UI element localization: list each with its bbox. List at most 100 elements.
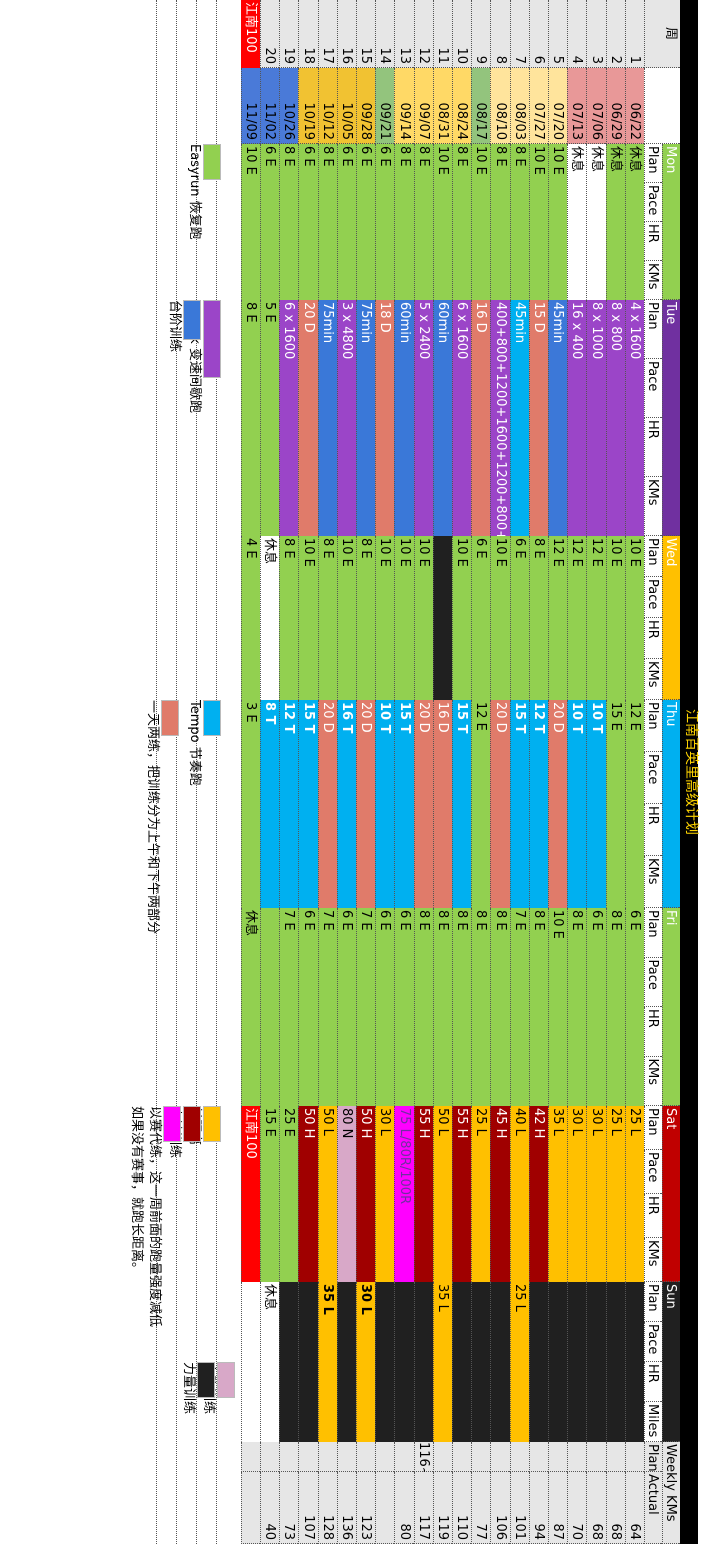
weekly-plan-value: [317, 1442, 337, 1472]
workout-mon: 休息: [605, 144, 625, 300]
week-date: 07/06: [586, 68, 606, 144]
week-date: 10/19: [298, 68, 318, 144]
subheader-sat-kms: KMs: [644, 1238, 662, 1282]
weekly-plan-value: 116~140: [413, 1442, 433, 1503]
subheader-thu-hr: HR: [644, 804, 662, 856]
weekly-actual-value: 119: [432, 1472, 452, 1544]
week-date: 09/14: [394, 68, 414, 144]
weekly-plan-value: [567, 1442, 587, 1472]
day-header-sat: Sat: [662, 1106, 680, 1282]
weekly-actual-value: 136: [336, 1472, 356, 1544]
workout-mon: 8 E: [413, 144, 433, 300]
workout-wed: 10 E: [605, 536, 625, 700]
workout-tue: 4 x 1600: [624, 300, 644, 536]
workout-fri: 7 E: [317, 908, 337, 1106]
subheader-tue-kms: KMs: [644, 477, 662, 536]
workout-thu: 8 T: [260, 700, 280, 908]
day-header-thu: Thu: [662, 700, 680, 908]
weekly-actual-value: 77: [471, 1472, 491, 1544]
week-date: 06/22: [624, 68, 644, 144]
week-number: 7: [509, 0, 529, 68]
legend-label: 如果没有赛事，就跑长距离。: [128, 1106, 144, 1276]
weekly-plan-value: [509, 1442, 529, 1472]
workout-sat: 25 L: [471, 1106, 491, 1282]
grid-line: [175, 0, 177, 1544]
week-number: 1: [624, 0, 644, 68]
workout-sat: 40 L: [509, 1106, 529, 1282]
subheader-sat-pace: Pace: [644, 1150, 662, 1194]
weekly-plan-value: [298, 1442, 318, 1472]
workout-mon: 10 E: [528, 144, 548, 300]
workout-sun: [605, 1282, 625, 1442]
weekly-plan-value: [490, 1442, 510, 1472]
subheader-sun-miles: Miles: [644, 1402, 662, 1442]
day-header-wed: Wed: [662, 536, 680, 700]
legend-label: 一天两练，把训练分为上午和下午两部分: [144, 700, 160, 935]
workout-sat: 30 L: [567, 1106, 587, 1282]
workout-sun: [394, 1282, 414, 1442]
weekly-plan-value: [336, 1442, 356, 1472]
workout-sat: 50 L: [317, 1106, 337, 1282]
workout-sat: 江南100: [240, 1106, 260, 1282]
workout-sat: 75 L/80R/100R: [394, 1106, 414, 1282]
week-date: 06/29: [605, 68, 625, 144]
workout-tue: 8 x 800: [605, 300, 625, 536]
workout-wed: 休息: [260, 536, 280, 700]
weekly-actual-value: [240, 1472, 260, 1544]
workout-tue: 16 x 400: [567, 300, 587, 536]
workout-thu: 12 E: [471, 700, 491, 908]
workout-sat: 35 L: [548, 1106, 568, 1282]
workout-wed: 8 E: [356, 536, 376, 700]
workout-sun: 35 L: [317, 1282, 337, 1442]
week-number: 3: [586, 0, 606, 68]
weekly-actual-value: 70: [567, 1472, 587, 1544]
workout-thu: 15 T: [298, 700, 318, 908]
week-date: 11/09: [240, 68, 260, 144]
workout-fri: 7 E: [279, 908, 299, 1106]
workout-tue: 3 x 4800: [336, 300, 356, 536]
workout-fri: 6 E: [624, 908, 644, 1106]
workout-thu: 20 D: [356, 700, 376, 908]
workout-fri: 7 E: [509, 908, 529, 1106]
workout-wed: 10 E: [298, 536, 318, 700]
workout-wed: 10 E: [375, 536, 395, 700]
workout-sat: 25 L: [624, 1106, 644, 1282]
workout-fri: 6 E: [336, 908, 356, 1106]
workout-sun: 休息: [260, 1282, 280, 1442]
weekly-plan-value: [432, 1442, 452, 1472]
workout-fri: 8 E: [567, 908, 587, 1106]
week-number: 8: [490, 0, 510, 68]
legend-swatch: [160, 700, 179, 736]
workout-sun: [528, 1282, 548, 1442]
weekly-actual-value: 68: [605, 1472, 625, 1544]
workout-fri: [260, 908, 280, 1106]
workout-sat: 25 E: [279, 1106, 299, 1282]
workout-sun: 35 L: [432, 1282, 452, 1442]
workout-sun: [240, 1282, 260, 1442]
workout-thu: 16 D: [432, 700, 452, 908]
workout-fri: 6 E: [586, 908, 606, 1106]
weekly-plan-value: [260, 1442, 280, 1472]
date-header: [644, 68, 680, 144]
workout-wed: 8 E: [528, 536, 548, 700]
workout-wed: 6 E: [471, 536, 491, 700]
race-week-label: 江南100: [240, 0, 260, 68]
workout-thu: 12 T: [528, 700, 548, 908]
workout-wed: 10 E: [452, 536, 472, 700]
weekly-plan-value: [624, 1442, 644, 1472]
subheader-wed-pace: Pace: [644, 577, 662, 618]
subheader-sat-plan: Plan: [644, 1106, 662, 1150]
workout-thu: 12 T: [279, 700, 299, 908]
weekly-actual-value: 106: [490, 1472, 510, 1544]
workout-mon: 6 E: [356, 144, 376, 300]
week-number: 11: [432, 0, 452, 68]
workout-thu: 15 T: [509, 700, 529, 908]
workout-thu: 20 D: [490, 700, 510, 908]
week-date: 10/12: [317, 68, 337, 144]
subheader-wed-kms: KMs: [644, 659, 662, 700]
workout-fri: 6 E: [375, 908, 395, 1106]
subheader-tue-pace: Pace: [644, 359, 662, 418]
workout-mon: 8 E: [452, 144, 472, 300]
workout-fri: 8 E: [490, 908, 510, 1106]
subheader-wed-plan: Plan: [644, 536, 662, 577]
